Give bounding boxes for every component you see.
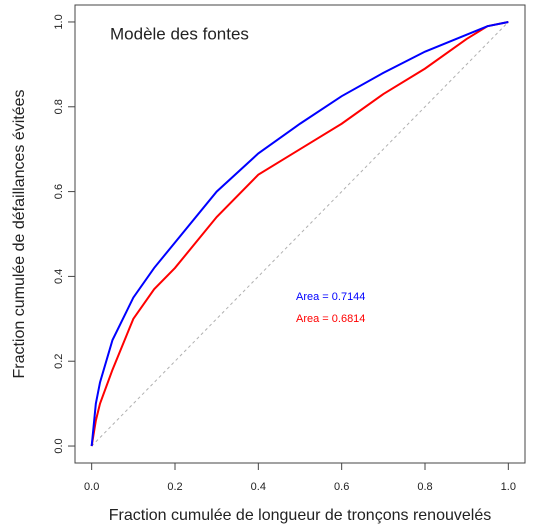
y-tick-label: 0.0 [53,438,65,453]
annotation: Area = 0.6814 [296,313,365,325]
y-axis-label: Fraction cumulée de défaillances évitées [11,89,28,378]
y-tick-label: 0.4 [53,269,65,284]
x-tick-label: 0.6 [334,481,349,493]
curve [90,20,509,447]
x-axis-label: Fraction cumulée de longueur de tronçons… [109,507,491,524]
chart-title: Modèle des fontes [110,24,249,43]
x-tick-label: 0.0 [84,481,99,493]
y-tick-label: 0.2 [53,354,65,369]
y-tick-label: 0.8 [53,99,65,114]
x-tick-label: 0.8 [417,481,432,493]
y-tick-label: 1.0 [53,14,65,29]
curve [90,20,509,447]
x-tick-label: 0.4 [251,481,266,493]
x-tick-label: 0.2 [167,481,182,493]
annotation: Area = 0.7144 [296,291,365,303]
x-tick-label: 1.0 [501,481,516,493]
reference-line [91,21,509,447]
y-tick-label: 0.6 [53,184,65,199]
